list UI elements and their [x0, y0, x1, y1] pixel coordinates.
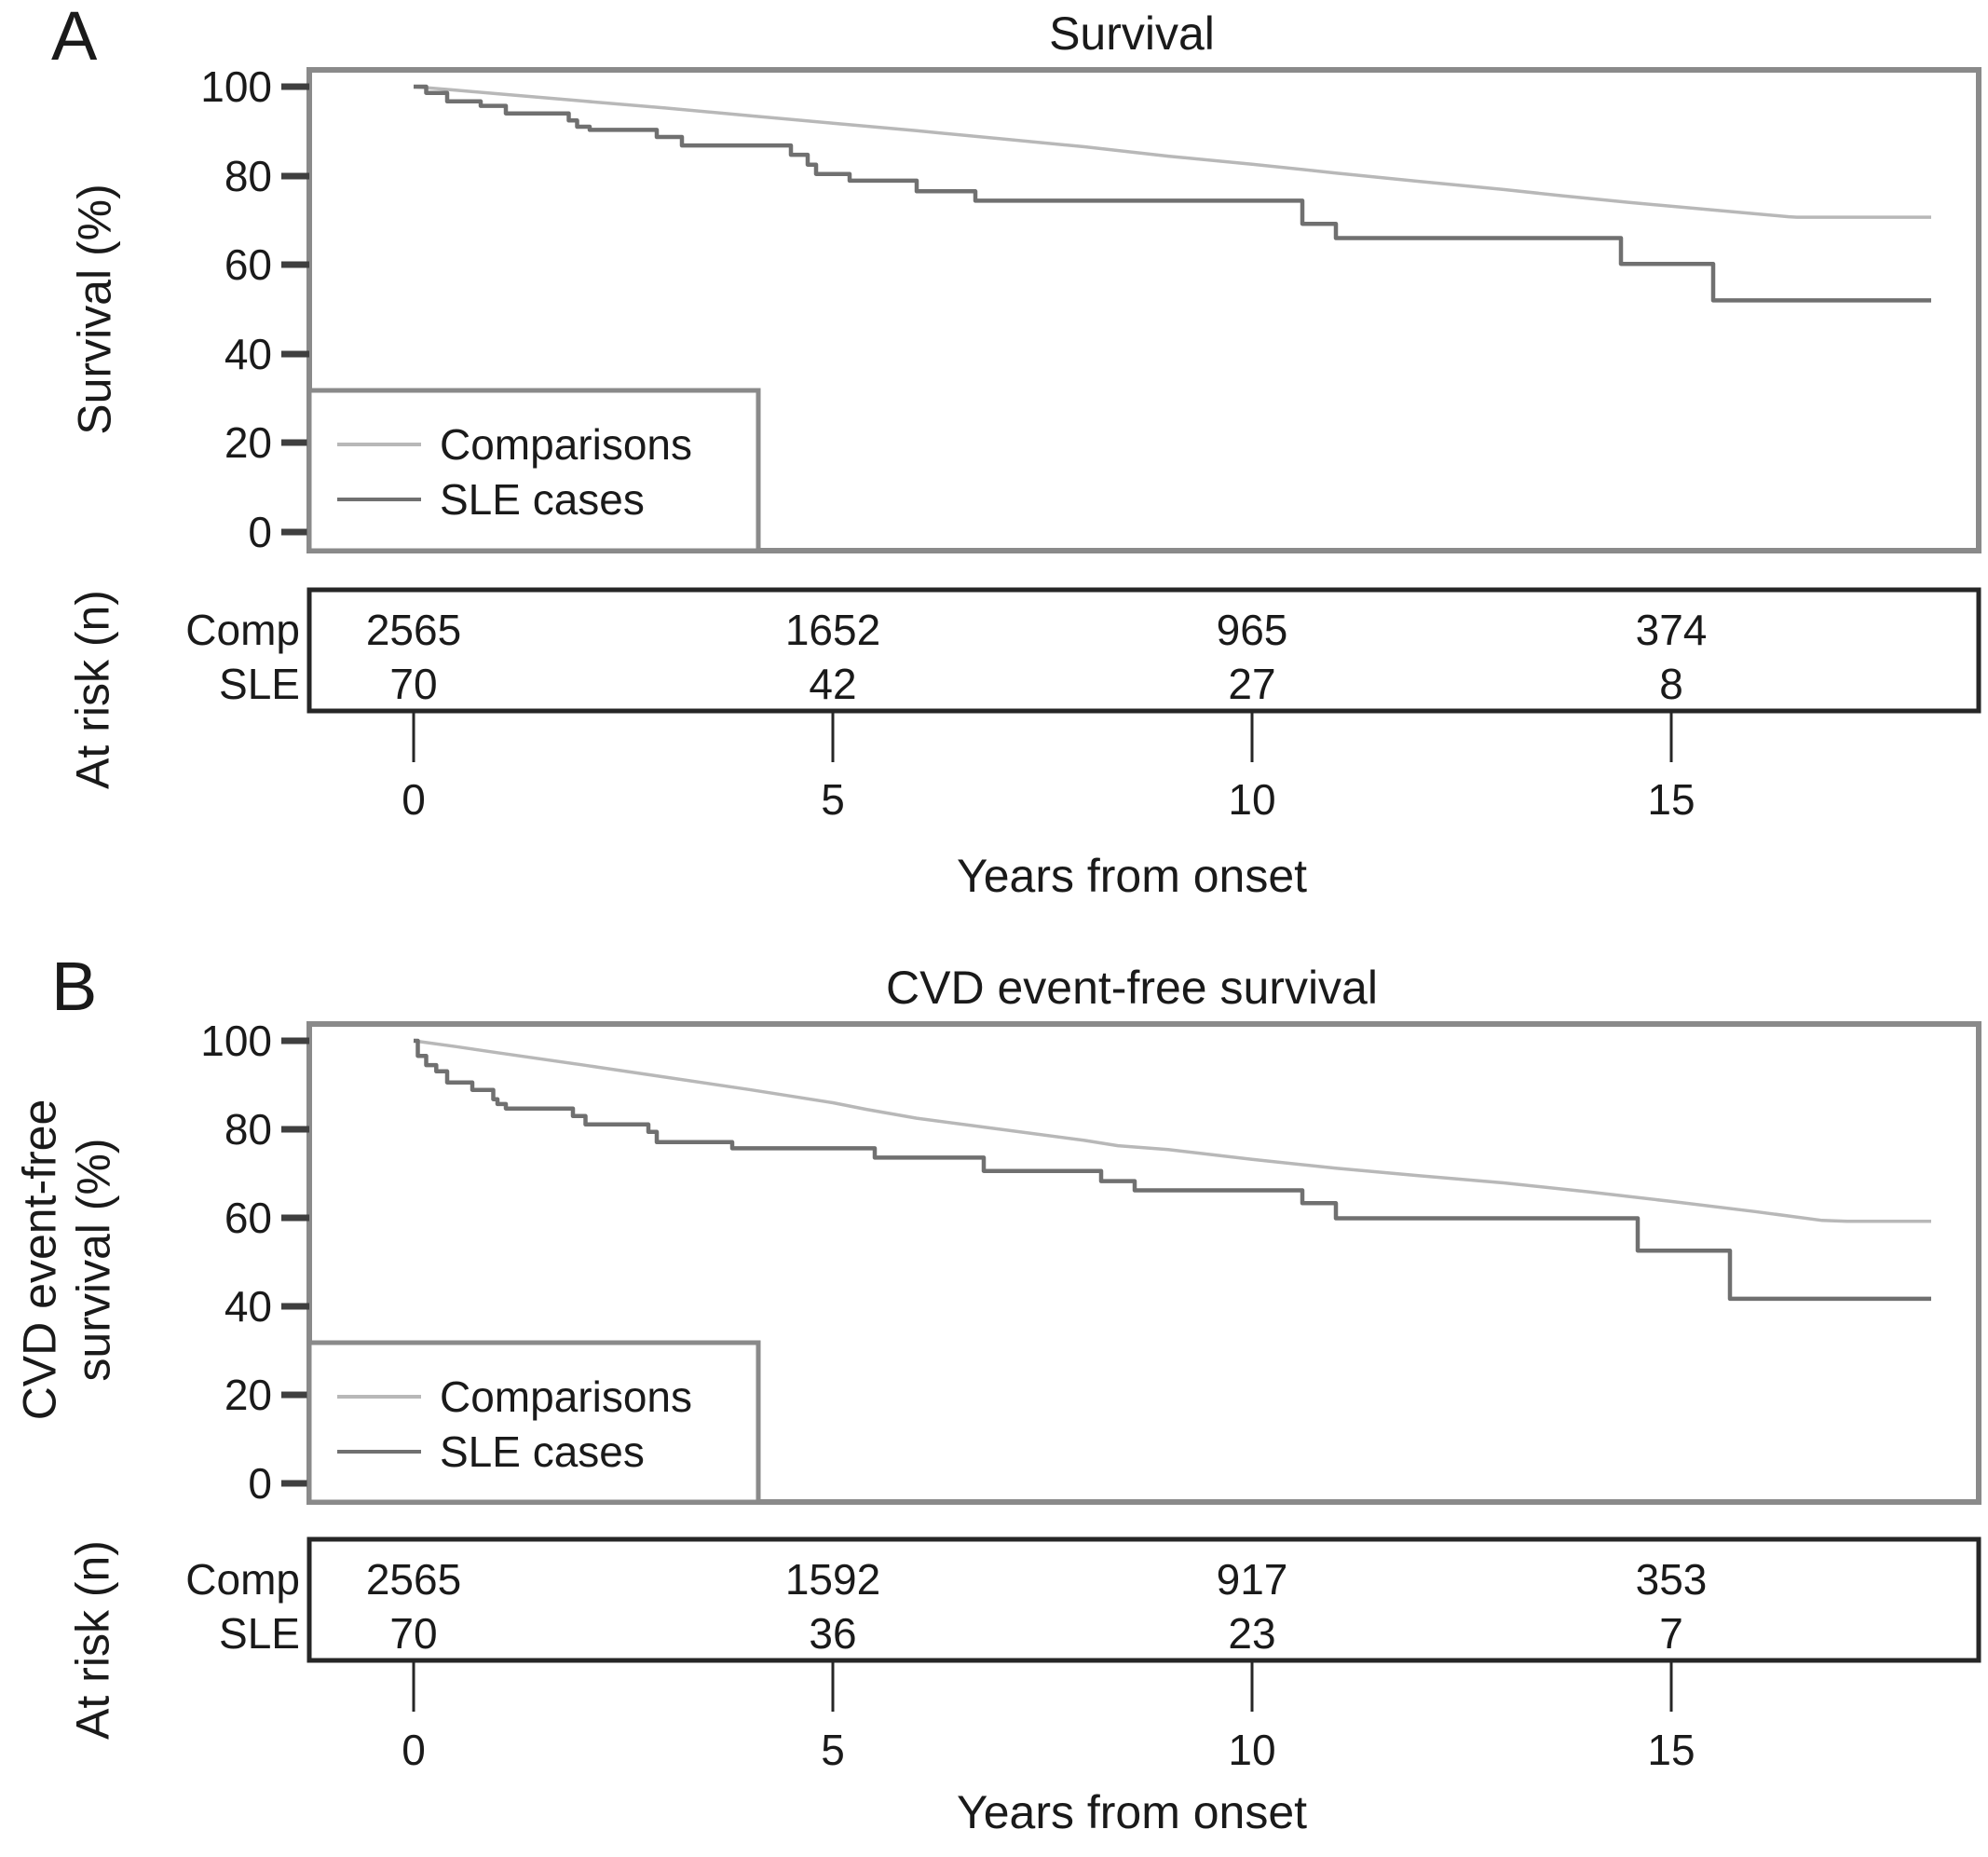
panel-b-ytick-0: 0 [248, 1459, 272, 1508]
panel-b-title: CVD event-free survival [886, 962, 1378, 1014]
panel-b-ytick-80: 80 [224, 1105, 272, 1154]
panel-a-xtick-5: 5 [821, 775, 845, 824]
panel-a-ytick-60: 60 [224, 240, 272, 289]
panel-a-ytick-40: 40 [224, 330, 272, 378]
sle-cases-curve-panel-b [414, 1038, 1931, 1302]
panel-a-ytick-20: 20 [224, 418, 272, 467]
panel-b-y-axis-label: CVD event-free survival (%) [14, 1099, 121, 1421]
panel-a-title: Survival [1049, 7, 1215, 60]
panel-b-y-axis-label-line2: survival (%) [67, 1138, 119, 1382]
panel-a-ytick-0: 0 [248, 508, 272, 556]
at-risk-value: 1652 [784, 606, 881, 654]
at-risk-value: 23 [1228, 1609, 1276, 1658]
at-risk-value: 7 [1659, 1609, 1683, 1658]
panel-a-row-label-sle: SLE [219, 660, 300, 708]
panel-b-legend-label-comparisons: Comparisons [440, 1372, 692, 1421]
panel-b-ytick-20: 20 [224, 1371, 272, 1419]
panel-b-y-ticks [281, 1037, 309, 1487]
at-risk-value: 965 [1216, 606, 1288, 654]
at-risk-value: 36 [809, 1609, 857, 1658]
panel-a-label: A [51, 0, 98, 75]
panel-b-x-ticks [412, 1660, 1673, 1712]
panel-a-x-ticks [412, 711, 1673, 762]
comparisons-curve-panel-a [413, 85, 1931, 219]
at-risk-value: 42 [809, 660, 857, 708]
panel-a-xtick-0: 0 [402, 775, 426, 824]
at-risk-value: 374 [1635, 606, 1708, 654]
panel-a-ytick-80: 80 [224, 152, 272, 200]
at-risk-value: 8 [1659, 660, 1683, 708]
panel-b-row-label-sle: SLE [219, 1609, 300, 1658]
panel-a-legend-label-sle: SLE cases [440, 475, 645, 524]
panel-b-x-axis-label: Years from onset [956, 1786, 1308, 1838]
panel-b-plot-frame [306, 1021, 1981, 1505]
panel-a-at-risk-axis-label: At risk (n) [66, 590, 119, 789]
panel-a-at-risk-box [306, 587, 1981, 714]
panel-b-xtick-15: 15 [1647, 1726, 1695, 1774]
panel-b-at-risk-box [306, 1536, 1981, 1663]
panel-a-y-ticks [281, 83, 309, 536]
at-risk-value: 70 [389, 1609, 438, 1658]
at-risk-value: 917 [1216, 1555, 1288, 1604]
panel-a-xtick-15: 15 [1647, 775, 1695, 824]
panel-a-x-axis-label: Years from onset [956, 850, 1308, 902]
panel-b-legend [306, 1340, 761, 1505]
panel-b-y-axis-label-line1: CVD event-free [13, 1099, 66, 1421]
at-risk-value: 353 [1635, 1555, 1708, 1604]
panel-b-ytick-60: 60 [224, 1194, 272, 1242]
panel-b-xtick-5: 5 [821, 1726, 845, 1774]
panel-a-ytick-100: 100 [200, 62, 272, 111]
at-risk-value: 2565 [365, 606, 462, 654]
panel-a-y-axis-label: Survival (%) [68, 184, 121, 435]
panel-b-row-label-comp: Comp [185, 1555, 300, 1604]
sle-cases-curve-panel-a [414, 84, 1931, 303]
panel-a-plot-frame [306, 67, 1981, 553]
at-risk-value: 27 [1228, 660, 1276, 708]
panel-b-xtick-0: 0 [402, 1726, 426, 1774]
panel-a-row-label-comp: Comp [185, 606, 300, 654]
panel-a-legend [306, 388, 761, 553]
panel-b-at-risk-axis-label: At risk (n) [66, 1540, 119, 1740]
at-risk-value: 1592 [784, 1555, 881, 1604]
panel-a-legend-label-comparisons: Comparisons [440, 420, 692, 469]
panel-a-legend-box [306, 388, 761, 553]
comparisons-curve-panel-b [413, 1039, 1931, 1223]
panel-b-xtick-10: 10 [1228, 1726, 1276, 1774]
panel-b-legend-label-sle: SLE cases [440, 1427, 645, 1476]
survival-curves-layer [413, 84, 1931, 1302]
panel-b-ytick-40: 40 [224, 1282, 272, 1331]
at-risk-value: 70 [389, 660, 438, 708]
panel-b-legend-box [306, 1340, 761, 1505]
panel-b-label: B [51, 948, 98, 1025]
panel-a-xtick-10: 10 [1228, 775, 1276, 824]
at-risk-value: 2565 [365, 1555, 462, 1604]
panel-b-ytick-100: 100 [200, 1017, 272, 1065]
